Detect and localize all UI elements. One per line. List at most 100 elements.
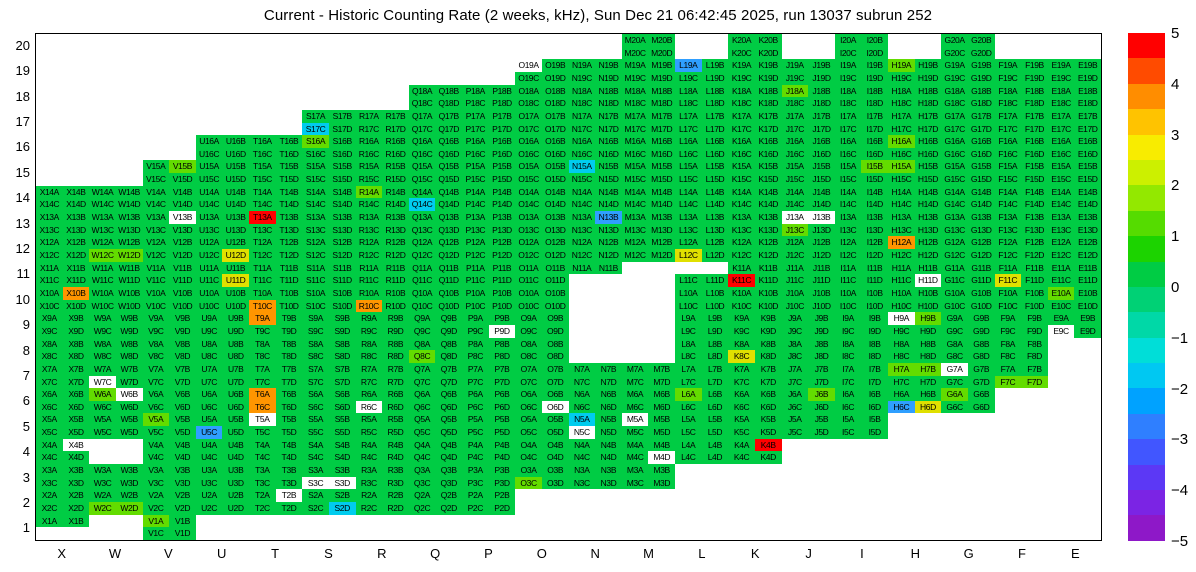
heatmap-cell: N4C — [568, 451, 596, 465]
heatmap-cell — [89, 135, 116, 148]
heatmap-cell: R7C — [355, 375, 383, 389]
heatmap-cell — [915, 47, 942, 60]
heatmap-cell: K18A — [728, 84, 755, 98]
heatmap-cell: F9A — [994, 312, 1022, 325]
heatmap-cell: E17D — [1074, 122, 1101, 136]
heatmap-cell: U6D — [222, 400, 249, 414]
heatmap-cell: E19C — [1047, 71, 1075, 85]
heatmap-cell — [143, 47, 170, 60]
y-axis-label: 1 — [22, 520, 30, 536]
heatmap-cell — [941, 527, 968, 540]
heatmap-cell: M6D — [648, 400, 675, 414]
heatmap-cell: W11B — [115, 261, 143, 275]
heatmap-cell: H19B — [914, 59, 942, 72]
heatmap-cell: X12D — [62, 249, 90, 262]
y-axis-label: 16 — [15, 139, 30, 155]
heatmap-cell — [1021, 502, 1048, 515]
heatmap-cell: V12C — [142, 249, 170, 262]
heatmap-cell — [728, 464, 755, 477]
heatmap-cell: H18B — [914, 84, 942, 98]
heatmap-cell: Q12D — [435, 249, 462, 262]
heatmap-cell: M6A — [621, 388, 649, 401]
heatmap-cell — [595, 527, 622, 540]
heatmap-cell: R2D — [382, 502, 409, 515]
heatmap-cell: Q18A — [408, 84, 436, 98]
heatmap-cell — [702, 489, 729, 502]
heatmap-cell: S5A — [302, 413, 329, 427]
heatmap-cell: K20A — [728, 34, 755, 47]
heatmap-cell — [728, 502, 755, 515]
heatmap-cell: O13C — [515, 223, 542, 237]
heatmap-cell: T10A — [249, 286, 276, 300]
heatmap-cell — [116, 123, 143, 136]
heatmap-cell: U12D — [222, 249, 249, 262]
heatmap-cell — [675, 477, 702, 490]
heatmap-cell — [648, 287, 675, 300]
heatmap-cell: W12C — [89, 249, 116, 262]
heatmap-cell — [36, 527, 63, 540]
heatmap-cell: F19B — [1021, 59, 1048, 72]
heatmap-cell: G16D — [967, 147, 995, 161]
heatmap-cell: U8C — [195, 350, 223, 363]
heatmap-cell: V2A — [142, 489, 170, 503]
heatmap-cell: E15A — [1047, 160, 1075, 174]
heatmap-cell: X6B — [62, 388, 90, 401]
heatmap-cell — [409, 515, 436, 528]
heatmap-cell: K20B — [754, 34, 782, 47]
heatmap-cell — [382, 34, 409, 47]
heatmap-cell: M7C — [621, 375, 649, 389]
heatmap-cell: P10A — [462, 286, 489, 300]
heatmap-cell — [1074, 502, 1101, 515]
heatmap-cell: I16B — [861, 135, 888, 148]
heatmap-cell: X1A — [36, 514, 63, 528]
heatmap-cell: E15B — [1074, 160, 1101, 174]
heatmap-cell: Q10A — [408, 286, 436, 300]
heatmap-cell: G9A — [941, 312, 968, 325]
heatmap-cell: M13C — [621, 223, 649, 237]
heatmap-cell — [1021, 426, 1048, 439]
heatmap-cell: N17A — [568, 109, 596, 123]
heatmap-cell: G19D — [967, 71, 995, 85]
heatmap-cell: K12B — [754, 236, 782, 250]
heatmap-cell — [143, 59, 170, 72]
heatmap-cell: S5D — [328, 426, 356, 439]
heatmap-cell: W14C — [89, 198, 116, 212]
heatmap-cell: V10A — [142, 286, 170, 300]
heatmap-cell: X1B — [62, 514, 90, 528]
heatmap-cell — [622, 502, 649, 515]
heatmap-cell: P14B — [488, 185, 516, 199]
heatmap-cell: R2A — [355, 489, 383, 503]
heatmap-cell: H10C — [888, 299, 915, 313]
heatmap-cell: N17C — [568, 122, 596, 136]
heatmap-cell: J7B — [808, 362, 835, 376]
heatmap-cell — [595, 312, 622, 325]
heatmap-cell: L18B — [701, 84, 729, 98]
heatmap-cell — [409, 59, 436, 72]
heatmap-cell: H8C — [888, 350, 915, 363]
heatmap-cell: L8A — [675, 337, 702, 351]
heatmap-cell: K16C — [728, 147, 755, 161]
heatmap-cell — [808, 527, 835, 540]
heatmap-cell — [1021, 439, 1048, 452]
heatmap-cell: M7D — [648, 375, 675, 389]
heatmap-cell: T5B — [275, 413, 303, 427]
heatmap-cell: G11D — [967, 274, 995, 287]
heatmap-cell: M13B — [648, 211, 675, 224]
heatmap-cell — [569, 34, 596, 47]
heatmap-cell: Q14D — [435, 198, 462, 212]
heatmap-cell: Q4A — [408, 438, 436, 452]
heatmap-cell — [808, 451, 835, 464]
heatmap-cell: R5C — [355, 426, 383, 439]
heatmap-cell — [382, 515, 409, 528]
heatmap-cell: U3A — [195, 464, 223, 477]
heatmap-cell: L12B — [701, 236, 729, 250]
heatmap-cell: W13D — [115, 223, 143, 237]
heatmap-cell: T7D — [275, 375, 303, 389]
x-axis-label: G — [963, 546, 974, 561]
heatmap-cell: V5B — [169, 413, 196, 427]
heatmap-cell — [569, 312, 596, 325]
heatmap-cell: R17D — [382, 122, 409, 136]
heatmap-cell: T4B — [275, 438, 303, 452]
heatmap-cell — [196, 34, 223, 47]
heatmap-cell — [888, 477, 915, 490]
